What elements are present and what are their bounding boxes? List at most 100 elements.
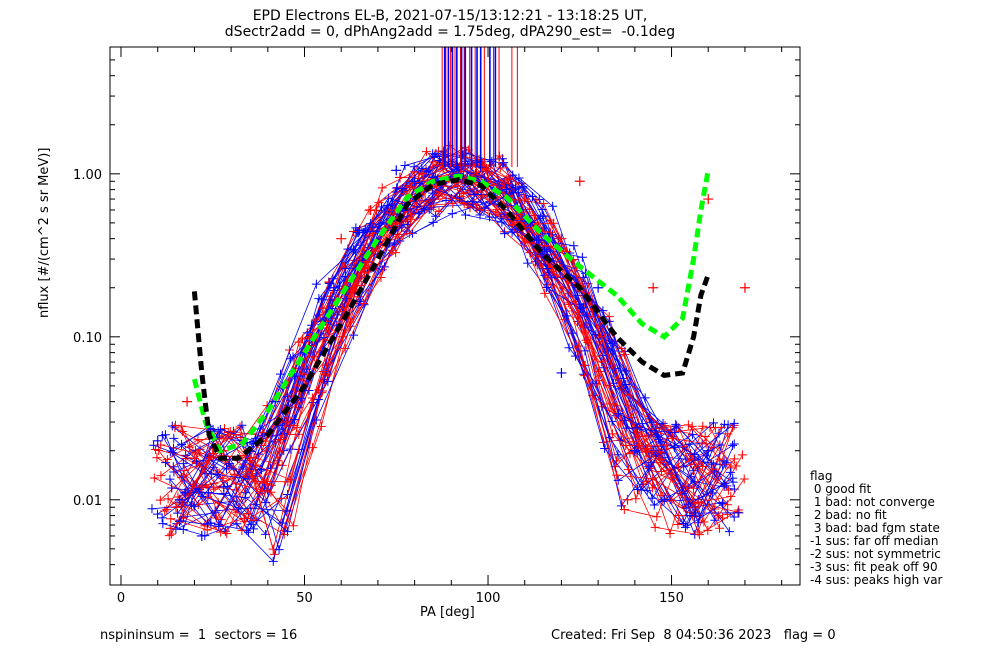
sample-point-blue (659, 494, 670, 505)
data-point-blue (165, 474, 175, 484)
data-point-blue (424, 166, 434, 176)
sample-point-red (336, 233, 347, 244)
data-point-blue (311, 415, 321, 425)
data-point-blue (276, 369, 286, 379)
x-tick-label: 50 (296, 591, 313, 606)
sample-point-red (196, 481, 207, 492)
data-point-red (277, 460, 287, 470)
data-point-blue (632, 423, 642, 433)
data-point-red (292, 422, 302, 432)
data-point-blue (352, 228, 362, 238)
data-point-blue (671, 419, 681, 429)
data-point-blue (313, 395, 323, 405)
data-point-red (660, 421, 670, 431)
data-point-red (179, 466, 189, 476)
data-point-red (176, 421, 186, 431)
data-point-blue (439, 146, 449, 156)
data-point-red (519, 236, 529, 246)
data-point-blue (214, 519, 224, 529)
data-point-red (698, 421, 708, 431)
data-point-blue (725, 467, 735, 477)
data-point-red (721, 460, 731, 470)
data-point-red (607, 429, 617, 439)
sample-point-red (281, 417, 292, 428)
sample-point-blue (538, 211, 549, 222)
sample-point-red (556, 233, 567, 244)
data-point-blue (688, 466, 698, 476)
data-point-blue (729, 439, 739, 449)
data-point-red (703, 525, 713, 535)
data-point-blue (658, 418, 668, 428)
sample-point-blue (684, 510, 695, 521)
data-point-red (338, 332, 348, 342)
data-point-red (502, 174, 512, 184)
data-point-red (628, 437, 638, 447)
data-point-blue (277, 518, 287, 528)
x-axis-label: PA [deg] (420, 605, 475, 620)
legend-item: -3 sus: fit peak off 90 (810, 560, 938, 574)
sample-point-red (574, 176, 585, 187)
data-point-blue (477, 190, 487, 199)
data-point-blue (202, 519, 212, 529)
pa-trace-blue (171, 170, 723, 528)
data-point-red (624, 465, 634, 475)
data-point-blue (647, 417, 657, 427)
data-point-blue (221, 464, 231, 474)
sample-point-red (171, 502, 182, 513)
data-point-red (163, 494, 173, 504)
sample-point-blue (196, 530, 207, 541)
data-point-blue (387, 201, 397, 211)
legend-item: -2 sus: not symmetric (810, 547, 941, 561)
data-point-red (619, 505, 629, 515)
data-point-red (266, 487, 276, 497)
data-point-blue (720, 478, 730, 488)
sample-point-blue (501, 184, 512, 195)
data-point-blue (613, 475, 623, 485)
data-point-red (387, 245, 397, 255)
sample-point-red (622, 494, 633, 505)
sample-point-red (365, 204, 376, 215)
data-point-red (737, 450, 747, 460)
data-point-red (222, 528, 232, 538)
data-point-blue (158, 519, 168, 529)
data-point-red (433, 190, 443, 200)
data-point-red (631, 494, 641, 504)
pa-trace-blue (162, 160, 712, 563)
data-point-red (729, 454, 739, 464)
data-point-blue (317, 295, 327, 305)
data-point-blue (398, 184, 408, 194)
data-point-blue (542, 283, 552, 293)
data-point-red (377, 183, 387, 193)
data-point-red (166, 514, 176, 524)
data-point-red (220, 424, 230, 434)
y-tick-label: 0.01 (73, 494, 102, 509)
data-point-red (156, 471, 166, 481)
data-point-blue (302, 364, 312, 374)
data-point-blue (728, 477, 738, 487)
data-point-red (322, 323, 332, 333)
data-point-red (283, 477, 293, 487)
sample-point-blue (218, 481, 229, 492)
data-point-red (650, 522, 660, 532)
data-point-blue (729, 418, 739, 428)
data-point-blue (441, 195, 451, 205)
data-point-blue (537, 205, 547, 215)
data-point-red (192, 448, 202, 458)
axes-layer: 0 50 100 150 0.01 0.10 1.00 (73, 46, 800, 606)
data-point-blue (500, 229, 510, 239)
data-point-red (596, 332, 606, 342)
data-point-blue (157, 513, 167, 523)
data-point-blue (173, 508, 183, 518)
sample-point-red (182, 396, 193, 407)
data-point-red (406, 210, 416, 220)
data-point-red (667, 433, 677, 443)
data-point-blue (709, 418, 719, 428)
pa-trace-blue (170, 154, 720, 552)
data-point-blue (600, 444, 610, 454)
data-point-red (552, 253, 562, 263)
data-point-blue (578, 302, 588, 312)
data-point-blue (261, 498, 271, 508)
data-point-red (708, 464, 718, 474)
data-point-blue (431, 149, 441, 159)
data-point-red (360, 267, 370, 277)
